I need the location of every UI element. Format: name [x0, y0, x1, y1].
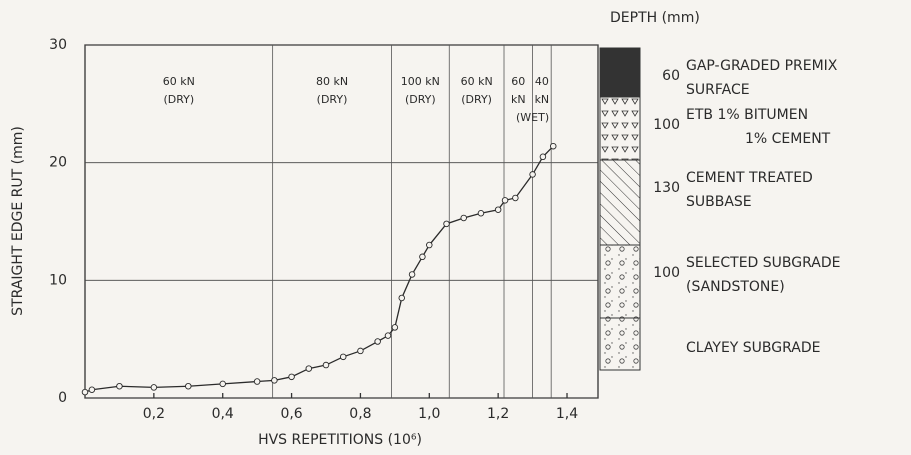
rut-point [443, 220, 450, 228]
layer-block [599, 244, 641, 319]
layer-block [599, 96, 641, 161]
rut-point [357, 347, 364, 355]
rut-point [477, 210, 485, 217]
rut-point [529, 171, 536, 178]
region-label: (DRY) [163, 93, 194, 106]
region-label: kN [511, 93, 526, 106]
x-tick-label: 1,4 [556, 406, 578, 422]
y-tick-label: 20 [49, 155, 67, 171]
rut-point [88, 386, 96, 394]
x-tick-label: 1,0 [418, 406, 440, 422]
layer-block [599, 47, 641, 98]
layer-label: CLAYEY SUBGRADE [686, 340, 821, 356]
region-label: kN [535, 93, 550, 106]
x-tick-label: 0,6 [280, 406, 302, 422]
layer-label: GAP-GRADED PREMIX [686, 58, 838, 74]
x-tick-label: 0,4 [212, 406, 234, 422]
layer-block [599, 317, 641, 371]
rut-point [460, 214, 467, 222]
x-axis-label: HVS REPETITIONS (10⁶) [258, 432, 422, 448]
rut-point [494, 206, 502, 213]
rut-point [185, 382, 192, 390]
rut-point [549, 142, 557, 150]
rut-point [150, 384, 158, 391]
layer-depth: 100 [653, 265, 680, 281]
region-label: 80 kN [316, 75, 348, 88]
layer-label: SURFACE [686, 82, 750, 98]
rut-point [391, 324, 399, 331]
y-tick-label: 30 [49, 37, 67, 53]
rut-point [398, 294, 406, 302]
layer-depth: 60 [662, 68, 680, 84]
rut-point [419, 253, 426, 261]
region-label: (WET) [516, 111, 549, 124]
x-tick-label: 1,2 [487, 406, 509, 422]
rut-point [339, 353, 347, 361]
region-label: (DRY) [461, 93, 492, 106]
rut-point [271, 377, 278, 384]
rut-point [322, 361, 330, 369]
layer-depth: 130 [653, 180, 680, 196]
layer-label: 1% CEMENT [745, 131, 831, 147]
rut-point [501, 197, 509, 204]
layer-label: (SANDSTONE) [686, 279, 785, 295]
rut-point [253, 378, 261, 385]
layer-label: ETB 1% BITUMEN [686, 107, 808, 123]
layer-block [599, 159, 641, 246]
x-tick-label: 0,2 [143, 406, 165, 422]
rut-point [426, 241, 433, 249]
rut-point [305, 365, 313, 372]
region-label: (DRY) [317, 93, 348, 106]
rut-line [84, 145, 554, 393]
layer-label: SELECTED SUBGRADE [686, 255, 841, 271]
layer-depth: 100 [653, 117, 680, 133]
rut-point [81, 388, 89, 396]
y-tick-label: 0 [58, 390, 67, 406]
region-label: 60 kN [461, 75, 493, 88]
region-label: (DRY) [405, 93, 436, 106]
region-label: 60 [511, 75, 525, 88]
layer-label: SUBBASE [686, 194, 752, 210]
y-tick-label: 10 [49, 272, 67, 288]
region-label: 60 kN [163, 75, 195, 88]
region-label: 40 [535, 75, 549, 88]
rut-point [374, 338, 381, 345]
rut-point [539, 153, 547, 161]
rut-point [512, 194, 519, 202]
rut-point [219, 380, 226, 388]
y-axis-label: STRAIGHT EDGE RUT (mm) [10, 126, 26, 316]
layer-label: CEMENT TREATED [686, 170, 813, 186]
depth-header: DEPTH (mm) [610, 10, 700, 26]
x-tick-label: 0,8 [349, 406, 371, 422]
region-label: 100 kN [401, 75, 440, 88]
rut-point [288, 373, 295, 381]
rut-point [384, 332, 392, 339]
rut-point [116, 382, 123, 390]
rut-point [408, 271, 416, 278]
